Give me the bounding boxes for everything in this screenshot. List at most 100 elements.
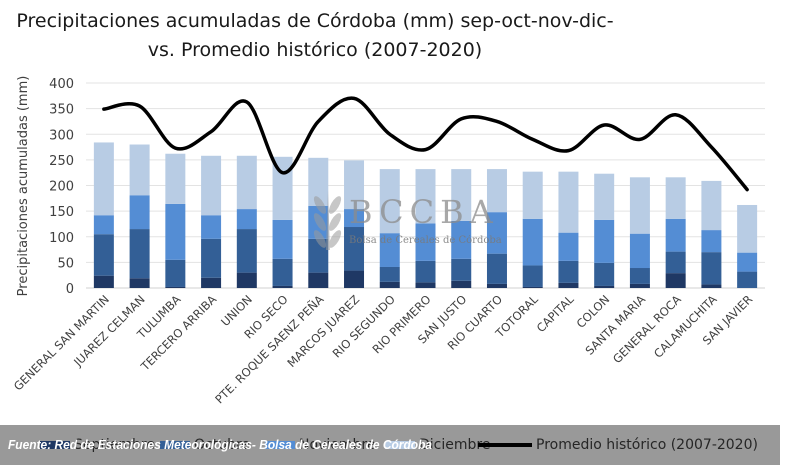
bar-septiembre: [486, 283, 507, 288]
bar-noviembre: [344, 209, 365, 228]
x-tick-label: RIO SEGUNDO: [330, 292, 398, 360]
bar-septiembre: [93, 275, 114, 288]
bar-noviembre: [629, 233, 650, 269]
wheat-logo-icon: [313, 190, 342, 250]
chart-title-line-1: Precipitaciones acumuladas de Córdoba (m…: [16, 10, 613, 32]
legend-label: Noviembre: [299, 437, 376, 453]
legend-label: Diciembre: [419, 437, 491, 453]
bar-septiembre: [558, 282, 579, 288]
y-tick-label: 100: [49, 231, 74, 246]
chart-title-line-2: vs. Promedio histórico (2007-2020): [148, 39, 482, 61]
footer-band: Septiembre Octubre Noviembre Diciembre P…: [0, 425, 780, 465]
bar-septiembre: [308, 272, 329, 288]
bar-noviembre: [558, 232, 579, 261]
bar-noviembre: [665, 218, 686, 252]
y-axis-label: Precipitaciones acumuladas (mm): [16, 76, 31, 297]
watermark: BCCBA Bolsa de Cereales de Córdoba: [313, 190, 502, 250]
y-tick-label: 0: [66, 282, 74, 297]
legend-label: Promedio histórico (2007-2020): [536, 437, 758, 453]
bar-septiembre: [201, 277, 222, 288]
legend-line-swatch: [478, 443, 532, 447]
bar-noviembre: [236, 209, 257, 230]
bar-diciembre: [737, 204, 758, 253]
y-tick-label: 350: [49, 103, 74, 118]
bar-septiembre: [665, 273, 686, 288]
bar-octubre: [272, 258, 293, 286]
y-tick-label: 150: [49, 205, 74, 220]
legend-item-octubre: Octubre: [160, 437, 250, 453]
bar-noviembre: [451, 220, 472, 259]
bar-octubre: [486, 253, 507, 284]
bar-octubre: [344, 227, 365, 271]
legend-swatch-noviembre: [265, 441, 295, 449]
bar-septiembre: [379, 281, 400, 288]
bar-octubre: [558, 260, 579, 283]
bar-noviembre: [379, 233, 400, 267]
bar-diciembre: [558, 171, 579, 233]
x-tick-label: CALAMUCHITA: [651, 292, 720, 361]
bar-diciembre: [379, 169, 400, 234]
watermark-subtitle: Bolsa de Cereales de Córdoba: [349, 235, 502, 246]
bar-noviembre: [272, 219, 293, 259]
legend-swatch-septiembre: [40, 441, 70, 449]
chart: Precipitaciones acumuladas de Córdoba (m…: [11, 10, 765, 406]
y-tick-label: 400: [49, 77, 74, 92]
x-tick-label: CAPITAL: [534, 292, 577, 335]
legend-item-diciembre: Diciembre: [385, 437, 490, 453]
bar-noviembre: [522, 218, 543, 266]
bar-diciembre: [344, 160, 365, 210]
bar-diciembre: [486, 169, 507, 213]
bar-diciembre: [701, 180, 722, 231]
bar-septiembre: [129, 278, 150, 288]
legend: Septiembre Octubre Noviembre Diciembre P…: [0, 425, 780, 465]
bar-septiembre: [594, 285, 615, 288]
y-axis-ticks: 0 50 100 150 200 250 300 350 400: [49, 77, 74, 297]
legend-swatch-diciembre: [385, 441, 415, 449]
legend-label: Septiembre: [74, 437, 155, 453]
bar-diciembre: [594, 173, 615, 220]
bar-septiembre: [272, 285, 293, 288]
y-tick-label: 50: [57, 256, 74, 271]
bar-noviembre: [165, 203, 186, 260]
bar-diciembre: [129, 144, 150, 196]
source-note: Fuente: Red de Estaciones Meteorológicas…: [8, 437, 433, 452]
bar-septiembre: [165, 286, 186, 288]
bar-septiembre: [522, 286, 543, 288]
legend-swatch-octubre: [160, 441, 190, 449]
bar-septiembre: [629, 283, 650, 288]
bar-noviembre: [486, 212, 507, 254]
bar-diciembre: [522, 171, 543, 219]
bar-octubre: [594, 262, 615, 286]
legend-item-noviembre: Noviembre: [265, 437, 375, 453]
bar-diciembre: [93, 142, 114, 216]
bar-diciembre: [415, 169, 436, 224]
bar-noviembre: [93, 215, 114, 235]
bar-septiembre: [451, 280, 472, 288]
legend-label: Octubre: [194, 437, 251, 453]
bar-septiembre: [415, 282, 436, 288]
bar-diciembre: [665, 177, 686, 219]
bar-octubre: [129, 229, 150, 279]
y-tick-label: 300: [49, 128, 74, 143]
bar-octubre: [522, 265, 543, 287]
bar-septiembre: [236, 272, 257, 288]
legend-item-septiembre: Septiembre: [40, 437, 155, 453]
bar-noviembre: [129, 195, 150, 230]
historical-average-line: [102, 96, 749, 192]
legend-item-promedio: Promedio histórico (2007-2020): [478, 437, 758, 453]
bar-octubre: [451, 258, 472, 281]
bar-diciembre: [308, 157, 329, 206]
bar-noviembre: [415, 223, 436, 261]
bar-diciembre: [629, 177, 650, 234]
bar-septiembre: [701, 284, 722, 288]
bar-octubre: [665, 251, 686, 274]
bar-octubre: [165, 259, 186, 287]
bar-diciembre: [165, 153, 186, 204]
bar-noviembre: [201, 215, 222, 239]
bar-octubre: [737, 271, 758, 288]
bar-noviembre: [594, 219, 615, 263]
bar-octubre: [629, 268, 650, 284]
bar-octubre: [415, 260, 436, 283]
y-tick-label: 250: [49, 154, 74, 169]
